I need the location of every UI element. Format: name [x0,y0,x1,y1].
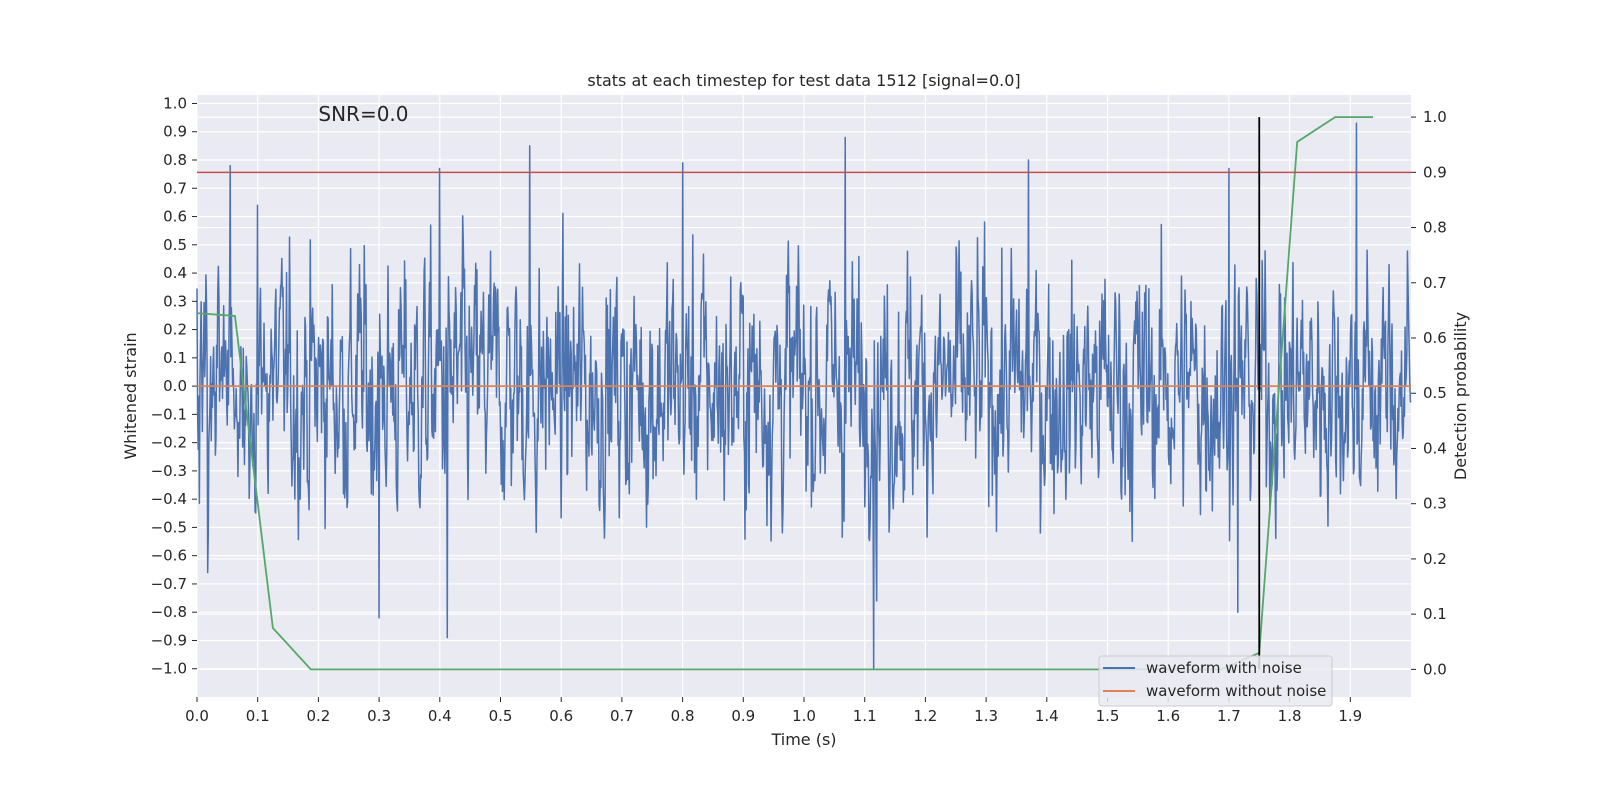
y-left-tick-label: 0.2 [163,321,187,339]
x-tick-label: 0.7 [610,707,634,725]
y-left-tick-label: −0.6 [151,547,187,565]
y-right-tick-label: 0.0 [1423,660,1447,678]
x-tick-label: 1.8 [1278,707,1302,725]
x-tick-label: 1.0 [792,707,816,725]
snr-annotation: SNR=0.0 [318,102,408,126]
x-tick-label: 1.7 [1217,707,1241,725]
x-tick-label: 0.0 [185,707,209,725]
y-right-tick-label: 1.0 [1423,108,1447,126]
y-left-tick-label: 0.8 [163,151,187,169]
x-tick-label: 1.1 [853,707,877,725]
y-left-tick-label: −0.7 [151,575,187,593]
axis-layer: 0.0 0.1 0.2 0.3 0.4 0.5 0.6 0.7 0.8 0.9 1.0 1.1 1.2 1… [151,94,1447,725]
y-right-tick-label: 0.3 [1423,495,1447,513]
y-right-tick-label: 0.5 [1423,384,1447,402]
y-left-tick-label: 0.0 [163,377,187,395]
y-left-tick-label: 0.7 [163,179,187,197]
y-left-tick-label: −0.9 [151,631,187,649]
y-left-tick-label: −0.4 [151,490,187,508]
y-left-tick-label: −0.3 [151,462,187,480]
y-axis-right-label: Detection probability [1451,312,1470,480]
y-left-tick-label: −0.2 [151,434,187,452]
x-tick-label: 0.1 [246,707,270,725]
x-tick-label: 1.5 [1096,707,1120,725]
x-tick-label: 0.5 [489,707,513,725]
y-right-tick-label: 0.6 [1423,329,1447,347]
y-left-tick-label: −0.8 [151,603,187,621]
y-left-tick-label: 0.3 [163,292,187,310]
y-left-tick-label: 0.6 [163,208,187,226]
y-right-tick-label: 0.2 [1423,550,1447,568]
x-tick-label: 1.4 [1035,707,1059,725]
y-right-tick-label: 0.7 [1423,274,1447,292]
x-tick-label: 0.4 [428,707,452,725]
y-left-tick-label: 0.9 [163,123,187,141]
x-tick-label: 0.2 [306,707,330,725]
legend-box [1098,655,1333,707]
legend: waveform with noise waveform without noi… [1098,655,1333,707]
y-left-tick-label: −1.0 [151,660,187,678]
y-right-tick-label: 0.1 [1423,605,1447,623]
legend-label-noise: waveform with noise [1146,659,1302,677]
y-right-tick-label: 0.9 [1423,163,1447,181]
x-tick-label: 1.3 [974,707,998,725]
x-tick-label: 0.3 [367,707,391,725]
y-left-tick-label: 1.0 [163,94,187,112]
y-right-tick-label: 0.8 [1423,219,1447,237]
y-left-tick-label: 0.5 [163,236,187,254]
y-right-tick-label: 0.4 [1423,439,1447,457]
x-tick-label: 0.9 [731,707,755,725]
y-axis-left-label: Whitened strain [121,332,140,459]
legend-label-clean: waveform without noise [1146,682,1326,700]
y-left-tick-label: 0.1 [163,349,187,367]
x-tick-label: 1.9 [1338,707,1362,725]
series-detection-probability [196,116,1374,671]
x-tick-label: 0.6 [549,707,573,725]
x-axis-label: Time (s) [770,730,836,749]
y-left-tick-label: −0.5 [151,518,187,536]
series-waveform-with-noise [196,122,1412,670]
chart-title: stats at each timestep for test data 151… [587,71,1020,90]
y-left-tick-label: 0.4 [163,264,187,282]
x-tick-label: 1.6 [1156,707,1180,725]
series-layer [196,116,1412,671]
y-left-tick-label: −0.1 [151,405,187,423]
x-tick-label: 0.8 [671,707,695,725]
x-tick-label: 1.2 [913,707,937,725]
